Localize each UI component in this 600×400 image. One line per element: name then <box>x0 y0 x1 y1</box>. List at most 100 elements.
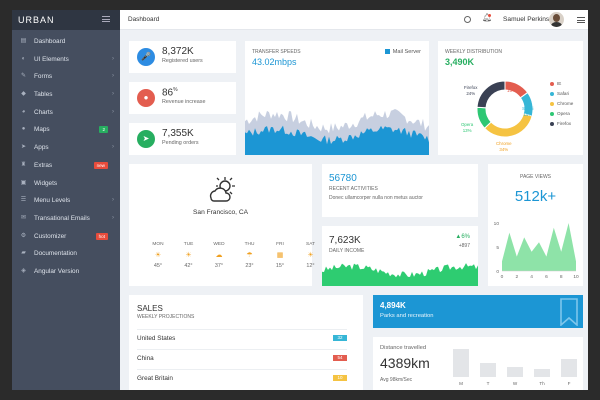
sidebar-item-label: Menu Levels <box>34 197 71 205</box>
sidebar-item-angular-version[interactable]: ◈ Angular Version <box>12 263 120 281</box>
x-tick-label: 8 <box>560 274 563 280</box>
sales-subtitle: WEEKLY PROJECTIONS <box>137 314 195 320</box>
forecast-temp: 23° <box>245 263 254 269</box>
sidebar-item-label: Documentation <box>34 250 77 258</box>
sidebar-badge: hot <box>95 232 108 240</box>
card-caption: RECENT ACTIVITIES <box>329 186 378 192</box>
weather-icon: ☀ <box>154 252 162 259</box>
income-series <box>322 263 478 286</box>
recent-activities-card: 56780 RECENT ACTIVITIES Donec ullamcorpe… <box>322 164 478 217</box>
table-row[interactable]: United States 32 <box>137 329 347 347</box>
forecast-day: THU ☂ 23° <box>240 242 260 269</box>
chart-legend: Mail Server <box>384 49 421 55</box>
table-row[interactable]: Great Britain 10 <box>137 369 347 387</box>
sidebar-item-dashboard[interactable]: ▤ Dashboard <box>12 33 120 51</box>
x-tick-label: 4 <box>530 274 533 280</box>
weather-icon: ☂ <box>246 252 253 259</box>
weather-icon: ☀ <box>185 252 192 259</box>
sidebar-item-customizer[interactable]: ⚙ Customizer hot <box>12 228 120 246</box>
donut-label-chrome: Chrome 34% <box>496 141 512 152</box>
weekly-distribution-card: WEEKLY DISTRIBUTION 3,490K Firefox 24% IE… <box>438 41 583 155</box>
distance-bar <box>507 367 523 377</box>
distance-bar <box>561 359 577 377</box>
bell-icon[interactable]: 🔔︎ <box>482 13 493 22</box>
notification-dot <box>488 14 491 17</box>
forecast-day: MON ☀ 45° <box>148 242 168 269</box>
angular-icon: ◈ <box>21 267 26 274</box>
sidebar-item-documentation[interactable]: ▰ Documentation <box>12 245 120 263</box>
sidebar-item-widgets[interactable]: ▣ Widgets <box>12 175 120 193</box>
microphone-icon: 🎤 <box>137 48 155 66</box>
sidebar-item-transational-emails[interactable]: ✉ Transational Emails › <box>12 210 120 228</box>
sidebar-item-label: Angular Version <box>34 267 80 275</box>
y-tick-label: 0 <box>496 269 499 275</box>
forecast-temp: 45° <box>153 263 163 269</box>
sidebar-item-forms[interactable]: ✎ Forms › <box>12 68 120 86</box>
forecast-day: TUE ☀ 42° <box>179 242 199 269</box>
donut-label-safari: Safari 14% <box>522 106 534 117</box>
stat-label: Registered users <box>162 58 203 64</box>
x-tick-label: 2 <box>515 274 518 280</box>
forecast-day-label: WED <box>213 242 225 247</box>
breadcrumb[interactable]: Dashboard <box>128 16 160 23</box>
distance-caption: Distance travelled <box>380 345 427 351</box>
transfer-speeds-card: TRANSFER SPEEDS 43.02mbps Mail Server <box>245 41 429 155</box>
transfer-area-chart <box>245 109 429 155</box>
sidebar-item-maps[interactable]: ● Maps 2 <box>12 121 120 139</box>
sidebar-item-label: Charts <box>34 108 53 116</box>
status-circle-icon[interactable] <box>464 16 471 23</box>
sidebar-item-label: Customizer <box>34 232 67 240</box>
menu-icon[interactable] <box>577 17 585 23</box>
parks-caption: Parks and recreation <box>380 313 434 319</box>
sidebar-item-ui-elements[interactable]: ◐ UI Elements › <box>12 51 120 69</box>
forecast-day-label: TUE <box>183 242 194 247</box>
sidebar-item-apps[interactable]: ➤ Apps › <box>12 139 120 157</box>
cloud-sun-icon <box>207 176 237 204</box>
card-caption: WEEKLY DISTRIBUTION <box>445 49 503 55</box>
forecast-day-label: MON <box>152 242 164 247</box>
sidebar-item-tables[interactable]: ◆ Tables › <box>12 86 120 104</box>
forecast-day: WED ☁ 37° <box>209 242 229 269</box>
cube-icon: ▣ <box>20 179 27 186</box>
avatar[interactable] <box>549 12 564 27</box>
pageviews-series-area <box>502 223 576 271</box>
envelope-icon: ✉ <box>20 214 27 221</box>
card-caption: DAILY INCOME <box>329 248 365 254</box>
sidebar-item-charts[interactable]: ◕ Charts › <box>12 104 120 122</box>
user-name[interactable]: Samuel Perkins <box>503 16 550 23</box>
legend-item: Firefox <box>550 121 571 126</box>
folder-icon: ▰ <box>21 250 26 257</box>
legend-swatch <box>384 49 390 55</box>
chevron-right-icon: › <box>112 91 114 98</box>
distance-bar <box>453 349 469 377</box>
distance-bar-label: T <box>486 381 490 386</box>
chevron-right-icon: › <box>112 55 114 62</box>
layers-icon: ◐ <box>21 55 26 62</box>
donut-slice-chrome <box>483 113 533 138</box>
chevron-right-icon: › <box>112 197 114 204</box>
legend-item: IE <box>550 81 561 86</box>
app-frame: URBAN ▤ Dashboard ◐ UI Elements › ✎ Forms › ◆ Tab… <box>12 10 588 390</box>
sidebar-item-menu-levels[interactable]: ☰ Menu Levels › <box>12 192 120 210</box>
table-row[interactable]: China 54 <box>137 349 347 367</box>
sidebar-toggle-icon[interactable] <box>102 16 110 22</box>
x-tick-label: 10 <box>573 274 579 280</box>
income-area-chart <box>322 263 478 286</box>
forecast-day: FRI ▦ 15° <box>270 242 290 269</box>
x-tick-label: 0 <box>501 274 504 280</box>
sidebar-item-label: Widgets <box>34 179 58 187</box>
donut-label-opera: Opera 13% <box>461 122 474 133</box>
forecast-temp: 37° <box>214 263 224 269</box>
x-tick-label: 6 <box>545 274 548 280</box>
sidebar-item-label: Apps <box>34 144 49 152</box>
y-tick-label: 5 <box>496 245 499 251</box>
topbar: Dashboard 🔔︎ Samuel Perkins <box>120 10 588 30</box>
forecast-temp: 15° <box>275 263 285 269</box>
pie-chart-icon: ◕ <box>21 108 26 115</box>
sidebar-item-label: Transational Emails <box>34 214 90 222</box>
donut-label-firefox: Firefox 24% <box>464 85 478 96</box>
brand-logo[interactable]: URBAN <box>12 10 120 30</box>
weekly-value: 3,490K <box>445 57 475 67</box>
forecast-temp: 12° <box>306 263 315 269</box>
sidebar-item-extras[interactable]: ♜ Extras new <box>12 157 120 175</box>
